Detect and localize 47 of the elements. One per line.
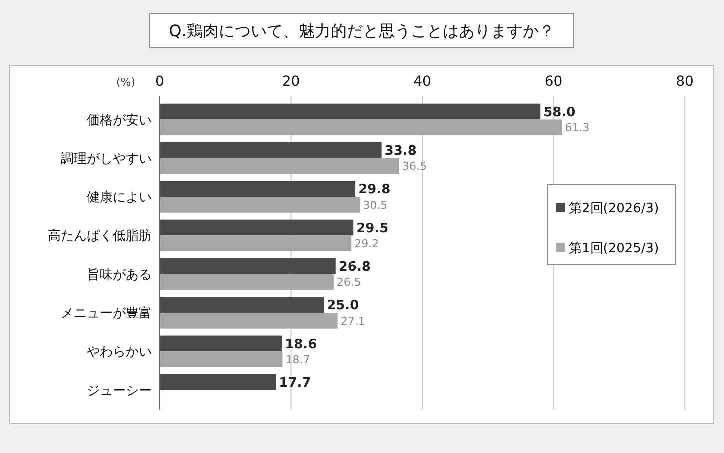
x-axis-title: (%) [116,76,136,89]
data-label: 29.8 [358,182,391,198]
bar [160,297,324,313]
data-label: 61.3 [565,121,590,134]
data-label: 17.7 [279,376,312,391]
y-tick-label: 旨味がある [87,268,152,283]
bar [160,352,283,368]
y-tick-label: メニューが豊富 [61,306,152,322]
bar [160,258,336,274]
bar [160,236,352,252]
bar [160,312,338,329]
bar [160,181,356,198]
bar [160,197,360,213]
data-label: 26.8 [338,260,371,275]
x-tick-label: 80 [676,74,694,90]
data-label: 27.1 [340,314,366,328]
data-label: 58.0 [544,105,576,120]
data-label: 30.5 [363,198,388,212]
x-tick-label: 0 [156,74,164,90]
data-label: 26.5 [336,276,362,290]
bar [160,142,382,158]
bar [160,274,334,290]
data-label: 29.5 [356,221,389,236]
y-tick-label: やわらかい [87,345,152,360]
bar [160,374,276,390]
y-tick-label: 健康によい [87,190,152,206]
chart-title: Q.鶏肉について、魅力的だと思うことはありますか？ [169,22,555,41]
y-tick-label: ジューシー [87,384,152,399]
data-label: 25.0 [327,298,360,314]
bar [160,104,541,120]
bar [160,120,562,136]
y-tick-label: 価格が安い [87,112,152,128]
y-tick-label: 調理がしやすい [61,152,152,167]
y-tick-label: 高たんぱく低脂肪 [48,228,152,244]
x-tick-label: 60 [544,74,563,90]
data-label: 18.6 [285,337,318,352]
legend-label: 第2回(2026/3) [569,202,660,217]
legend-label: 第1回(2025/3) [569,242,660,257]
x-tick-label: 40 [414,74,432,90]
bar [160,336,282,352]
bar [160,158,400,174]
data-label: 33.8 [384,144,417,159]
data-label: 29.2 [354,237,380,250]
data-label: 18.7 [286,353,310,366]
x-tick-label: 20 [282,74,300,90]
bar [160,220,354,236]
data-label: 36.5 [402,160,428,174]
